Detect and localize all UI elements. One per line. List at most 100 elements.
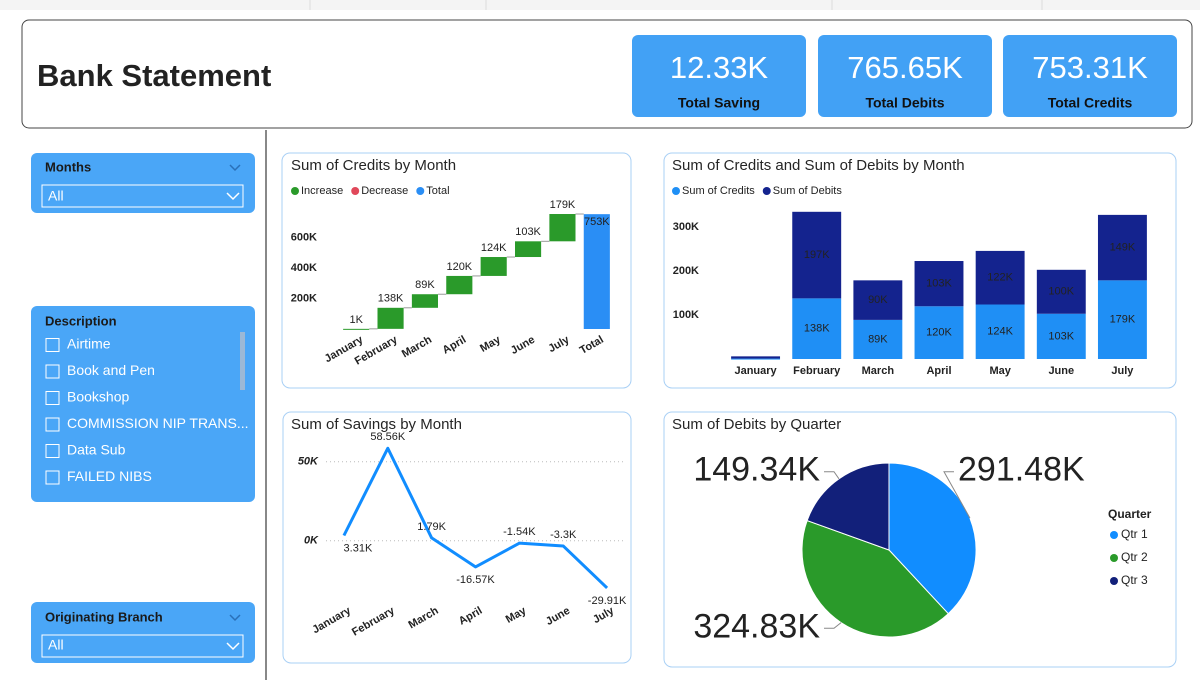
slicer-item[interactable]: Data Sub <box>67 442 126 458</box>
data-label: 89K <box>415 279 435 291</box>
chart-title: Sum of Credits by Month <box>291 157 456 174</box>
data-label: 89K <box>868 333 888 345</box>
data-label: 124K <box>987 326 1013 338</box>
bar-segment <box>731 358 781 360</box>
bar-segment <box>853 280 903 320</box>
data-label: 1.79K <box>417 521 446 533</box>
kpi-label: Total Credits <box>1048 95 1133 111</box>
kpi-card <box>632 35 806 117</box>
chart-title: Sum of Debits by Quarter <box>672 416 841 433</box>
data-label: 58.56K <box>370 431 406 443</box>
leader-line <box>824 471 840 480</box>
checkbox[interactable] <box>45 444 60 458</box>
x-tick-label: April <box>926 365 951 377</box>
y-tick-label: 300K <box>673 221 699 233</box>
slicer-selection[interactable]: All <box>48 188 64 204</box>
data-label: 120K <box>926 327 952 339</box>
legend-swatch <box>1110 531 1118 539</box>
data-label: 103K <box>1048 330 1074 342</box>
kpi-card <box>818 35 992 117</box>
legend-swatch <box>1110 554 1118 562</box>
top-strip <box>0 0 1200 10</box>
bar <box>377 307 404 329</box>
checkbox[interactable] <box>45 470 60 485</box>
chevron <box>229 164 241 172</box>
slicer-dropdown[interactable] <box>41 634 244 658</box>
legend-swatch <box>1110 577 1118 585</box>
legend-title: Quarter <box>1108 507 1152 521</box>
slicer-dropdown[interactable] <box>41 184 244 208</box>
checkbox[interactable] <box>45 417 60 432</box>
legend-swatch <box>416 187 425 195</box>
data-label: 103K <box>515 226 541 238</box>
data-label: 90K <box>868 294 888 306</box>
checkbox[interactable] <box>45 338 60 352</box>
y-tick-label: 200K <box>673 265 699 277</box>
data-label: 124K <box>481 242 507 254</box>
line <box>342 446 609 590</box>
bar <box>343 328 370 330</box>
slicer-title: Description <box>45 313 117 328</box>
data-label: 120K <box>446 261 472 273</box>
data-label: 138K <box>378 293 404 305</box>
slicer-list: Airtime Book and Pen Bookshop COMMISSION NI… <box>45 336 249 485</box>
data-label: 1K <box>349 314 363 326</box>
y-tick-label: 600K <box>291 231 317 243</box>
data-label: 179K <box>550 199 576 211</box>
bar-segment <box>853 319 903 359</box>
slicer-item[interactable]: COMMISSION NIP TRANS... <box>67 415 249 431</box>
legend-label: Sum of Credits <box>682 185 755 197</box>
data-label: 138K <box>804 323 830 335</box>
data-label: -3.3K <box>550 529 577 541</box>
kpi-card <box>1003 35 1177 117</box>
slicer-card <box>31 602 255 663</box>
legend-label: Decrease <box>361 185 408 197</box>
scrollbar[interactable] <box>240 332 245 390</box>
chart-title: Sum of Savings by Month <box>291 416 462 433</box>
slicer-item[interactable]: FAILED NIBS <box>67 468 152 484</box>
bar-segment <box>975 304 1025 359</box>
x-tick-label: January <box>734 365 777 377</box>
y-tick-label: 100K <box>673 309 699 321</box>
chevron <box>226 192 240 201</box>
data-label: 149K <box>1110 242 1136 254</box>
legend-swatch <box>291 187 299 195</box>
kpi-value: 753.31K <box>1032 50 1148 85</box>
bar-segment <box>792 298 842 359</box>
x-tick-label: May <box>989 365 1011 377</box>
legend-swatch <box>762 187 771 195</box>
data-label: 197K <box>804 249 830 261</box>
slicer-item[interactable]: Book and Pen <box>67 362 155 378</box>
slicer-item[interactable]: Bookshop <box>67 389 129 405</box>
bar <box>480 257 507 276</box>
bar <box>411 294 438 308</box>
slicer-selection[interactable]: All <box>48 637 64 653</box>
chevron <box>229 614 241 622</box>
kpi-value: 12.33K <box>670 50 769 85</box>
bar-segment <box>1036 269 1086 314</box>
kpi-label: Total Saving <box>678 95 760 111</box>
legend-swatch <box>351 187 360 195</box>
slicer-item[interactable]: Airtime <box>67 336 111 352</box>
y-tick-label: 400K <box>291 262 317 274</box>
data-label: 179K <box>1110 314 1136 326</box>
y-tick-label: 0K <box>304 535 319 547</box>
bar-segment <box>1097 280 1147 359</box>
data-label: 753K <box>584 216 610 228</box>
checkbox[interactable] <box>45 391 60 405</box>
bar-segment <box>1097 214 1147 281</box>
bar <box>549 214 576 242</box>
kpi-value: 765.65K <box>847 50 963 85</box>
x-tick-label: March <box>862 365 895 377</box>
legend-label: Total <box>426 185 449 197</box>
chart-panel <box>282 411 632 664</box>
y-tick-label: 200K <box>291 292 317 304</box>
bar <box>583 214 610 329</box>
legend-swatch <box>672 187 680 195</box>
leader-line <box>943 471 971 519</box>
data-label: -29.91K <box>588 595 627 607</box>
bar <box>515 241 542 258</box>
checkbox[interactable] <box>45 364 60 379</box>
slicer-card <box>31 153 255 213</box>
data-label: 291.48K <box>958 451 1085 489</box>
